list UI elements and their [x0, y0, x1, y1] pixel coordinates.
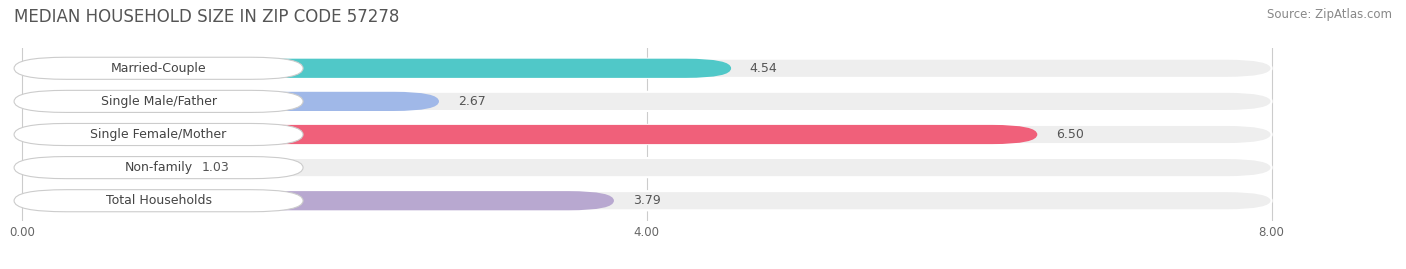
FancyBboxPatch shape: [22, 92, 1271, 111]
FancyBboxPatch shape: [22, 125, 1271, 144]
FancyBboxPatch shape: [22, 59, 1271, 78]
FancyBboxPatch shape: [22, 191, 1271, 210]
Text: Source: ZipAtlas.com: Source: ZipAtlas.com: [1267, 8, 1392, 21]
Text: 1.03: 1.03: [201, 161, 229, 174]
Text: MEDIAN HOUSEHOLD SIZE IN ZIP CODE 57278: MEDIAN HOUSEHOLD SIZE IN ZIP CODE 57278: [14, 8, 399, 26]
Text: Married-Couple: Married-Couple: [111, 62, 207, 75]
Text: Single Male/Father: Single Male/Father: [101, 95, 217, 108]
Text: 4.54: 4.54: [749, 62, 778, 75]
FancyBboxPatch shape: [22, 191, 614, 210]
FancyBboxPatch shape: [22, 158, 183, 177]
Text: 3.79: 3.79: [633, 194, 661, 207]
FancyBboxPatch shape: [14, 90, 304, 112]
FancyBboxPatch shape: [14, 157, 304, 179]
Text: 6.50: 6.50: [1056, 128, 1084, 141]
Text: Single Female/Mother: Single Female/Mother: [90, 128, 226, 141]
FancyBboxPatch shape: [22, 59, 731, 78]
FancyBboxPatch shape: [22, 158, 1271, 177]
FancyBboxPatch shape: [22, 92, 439, 111]
FancyBboxPatch shape: [22, 125, 1038, 144]
Text: Non-family: Non-family: [125, 161, 193, 174]
Text: Total Households: Total Households: [105, 194, 211, 207]
Text: 2.67: 2.67: [458, 95, 485, 108]
FancyBboxPatch shape: [14, 190, 304, 212]
FancyBboxPatch shape: [14, 57, 304, 79]
FancyBboxPatch shape: [14, 123, 304, 146]
